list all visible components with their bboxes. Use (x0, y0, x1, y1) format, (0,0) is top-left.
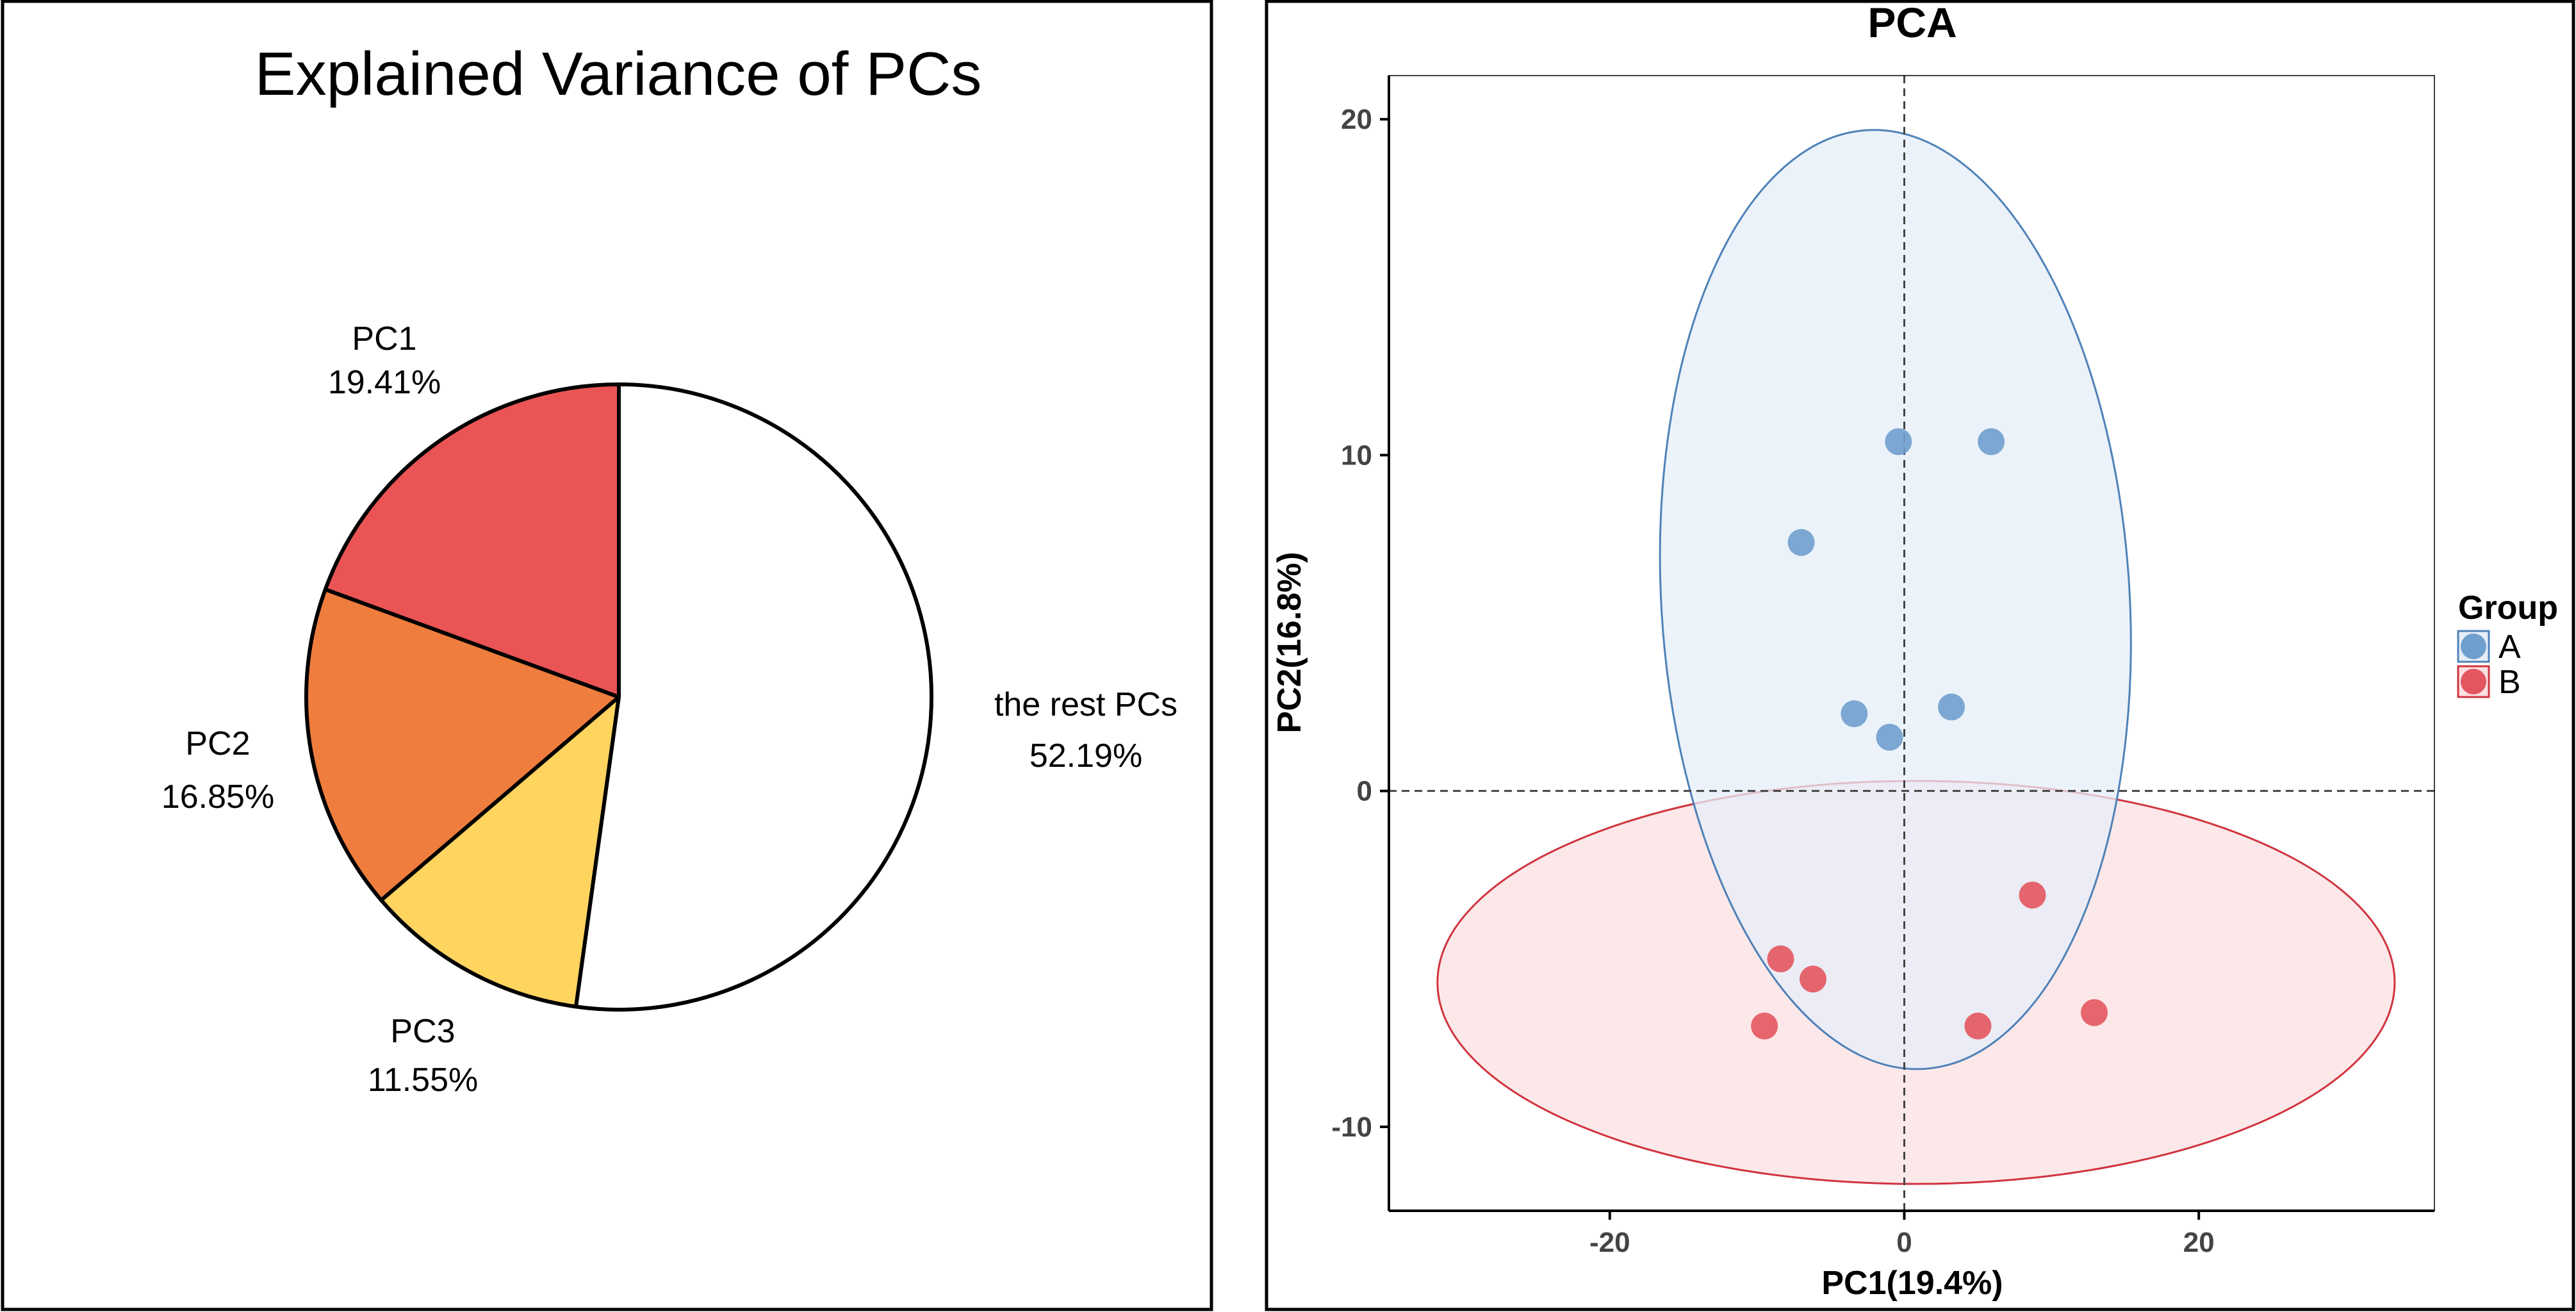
pca-ylabel: PC2(16.8%) (1271, 552, 1308, 733)
point-group-a-5 (1938, 693, 1965, 721)
pie-value-the-rest-pcs: 52.19% (1030, 737, 1142, 775)
pie-title: Explained Variance of PCs (255, 40, 982, 108)
x-tick-label: 0 (1896, 1227, 1912, 1258)
legend-dot-a (2461, 634, 2486, 659)
x-tick-label: -20 (1589, 1227, 1630, 1258)
y-tick-label: -10 (1331, 1111, 1372, 1143)
pca-title: PCA (1867, 0, 1957, 46)
pca-panel-border (1265, 0, 2575, 1311)
pie-label-pc3: PC3 (390, 1013, 455, 1050)
pca-panel: PCA -20 0 20 -10 0 10 20 PC1(19.4%) PC2(16.8%)… (1265, 0, 2575, 1311)
pie-slice-pc3 (379, 695, 621, 1009)
point-group-b-6 (2081, 999, 2108, 1026)
legend-dot-b (2461, 669, 2486, 694)
point-group-a-6 (1876, 723, 1903, 751)
pie-slice-pc2 (304, 587, 621, 903)
pca-points (1751, 428, 2108, 1040)
pca-ellipses (1436, 129, 2396, 1185)
legend-title: Group (2458, 589, 2558, 627)
pca-xlabel: PC1(19.4%) (1821, 1265, 2003, 1302)
legend-label-a: A (2498, 628, 2521, 666)
pie-labels: PC1 19.41% PC2 16.85% PC3 11.55% the rest PCs 5… (161, 320, 1177, 1099)
point-group-b-3 (1799, 965, 1826, 993)
point-group-a-4 (1841, 700, 1868, 728)
pie-value-pc1: 19.41% (328, 364, 441, 401)
pca-reference-lines (1389, 76, 2434, 1211)
pie-label-the-rest-pcs: the rest PCs (994, 686, 1177, 723)
point-group-b-2 (1767, 945, 1794, 972)
pie-label-pc2: PC2 (185, 725, 250, 762)
pca-axes: -20 0 20 -10 0 10 20 (1331, 75, 2435, 1258)
point-group-a-2 (1978, 428, 2005, 455)
point-group-a-3 (1787, 529, 1815, 556)
pie-slice-the-rest-pcs (574, 382, 933, 1012)
y-tick-label: 20 (1341, 104, 1372, 135)
y-tick-label: 0 (1357, 776, 1372, 807)
pie-value-pc2: 16.85% (161, 778, 274, 816)
pie-panel-border (1, 0, 1213, 1311)
pie-label-pc1: PC1 (352, 320, 416, 357)
pie-slice-pc1 (323, 382, 621, 699)
ellipse-group-a (1659, 129, 2132, 1070)
legend-label-b: B (2498, 664, 2521, 701)
point-group-b-4 (1751, 1012, 1778, 1040)
point-group-b-1 (2019, 882, 2046, 909)
pie-value-pc3: 11.55% (368, 1062, 479, 1099)
x-tick-label: 20 (2183, 1227, 2215, 1258)
point-group-a-1 (1885, 428, 1912, 455)
point-group-b-5 (1964, 1012, 1992, 1040)
pie-slices (304, 382, 933, 1012)
pie-panel: Explained Variance of PCs PC1 19.41% PC2 16… (1, 0, 1213, 1311)
y-tick-label: 10 (1341, 439, 1372, 471)
